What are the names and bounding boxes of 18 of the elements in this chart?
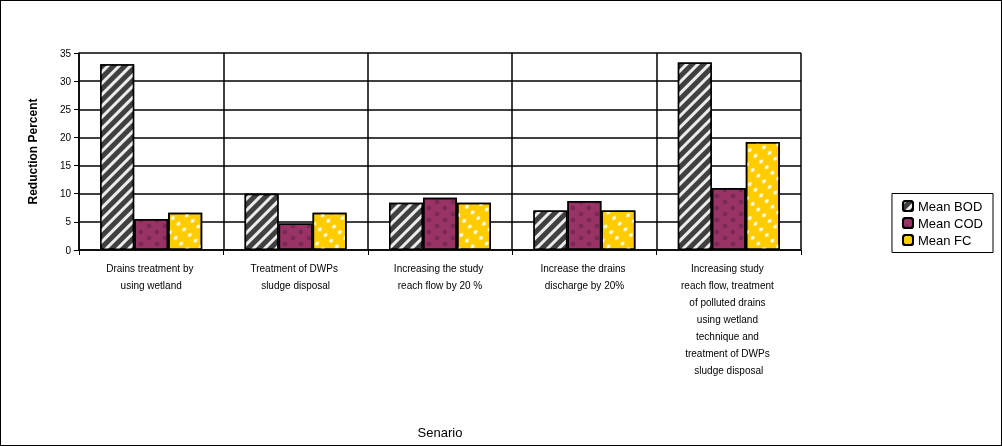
y-tick-label: 5	[65, 216, 72, 228]
y-tick-label: 25	[59, 103, 72, 115]
x-tick-label: Drains treatment by using wetland	[106, 263, 197, 291]
y-tick-label: 30	[59, 75, 72, 87]
x-tick-label: Increase the drains discharge by 20%	[540, 263, 629, 291]
x-tick-label: Increasing study reach flow, treatment of polluted drains using wetland technique and treatment of DWPs sludge disposal	[681, 263, 777, 376]
y-tick-label: 10	[59, 188, 72, 200]
x-tick-label: Treatment of DWPs sludge disposal	[250, 263, 341, 291]
legend-label: Mean COD	[917, 215, 984, 231]
legend-label: Mean BOD	[917, 198, 983, 214]
y-tick-label: 0	[65, 244, 72, 256]
legend-label: Mean FC	[917, 232, 972, 248]
y-tick-label: 35	[59, 47, 72, 59]
y-tick-label: 15	[59, 160, 72, 172]
x-tick-label: Increasing the study reach flow by 20 %	[393, 263, 487, 291]
x-axis-title: Senario	[417, 425, 463, 440]
y-axis-title: Reduction Percent	[26, 98, 40, 205]
y-tick-label: 20	[59, 131, 72, 143]
